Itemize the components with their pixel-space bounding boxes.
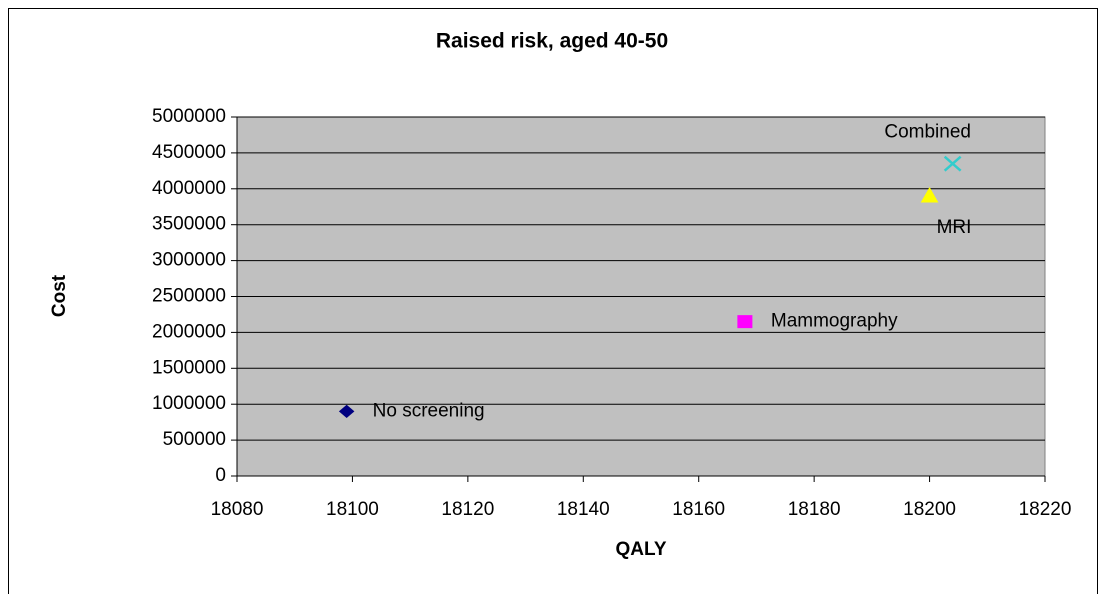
scatter-point	[943, 155, 962, 172]
y-tick-label: 4500000	[152, 142, 226, 163]
point-label: MRI	[937, 217, 972, 238]
x-tick-label: 18140	[557, 499, 610, 520]
scatter-point	[338, 404, 355, 419]
point-label: No screening	[373, 400, 485, 421]
x-tick-label: 18120	[441, 499, 494, 520]
point-label: Mammography	[771, 311, 898, 332]
y-tick-label: 2000000	[152, 321, 226, 342]
y-tick-label: 5000000	[152, 106, 226, 127]
x-tick-label: 18200	[903, 499, 956, 520]
y-tick-label: 4000000	[152, 178, 226, 199]
y-tick-label: 0	[215, 465, 226, 486]
x-axis-title: QALY	[615, 539, 666, 560]
x-tick-label: 18220	[1019, 499, 1072, 520]
y-tick-label: 500000	[163, 429, 226, 450]
scatter-point	[737, 315, 753, 329]
chart-title: Raised risk, aged 40-50	[436, 30, 668, 53]
scatter-point	[920, 186, 939, 203]
x-tick-label: 18100	[326, 499, 379, 520]
y-tick-label: 1500000	[152, 357, 226, 378]
x-tick-label: 18080	[211, 499, 264, 520]
y-tick-label: 3000000	[152, 250, 226, 271]
x-tick-label: 18180	[788, 499, 841, 520]
y-tick-label: 2500000	[152, 286, 226, 307]
x-tick-label: 18160	[672, 499, 725, 520]
y-tick-label: 3500000	[152, 214, 226, 235]
y-tick-label: 1000000	[152, 393, 226, 414]
point-label: Combined	[884, 122, 971, 143]
y-axis-title: Cost	[49, 274, 70, 317]
